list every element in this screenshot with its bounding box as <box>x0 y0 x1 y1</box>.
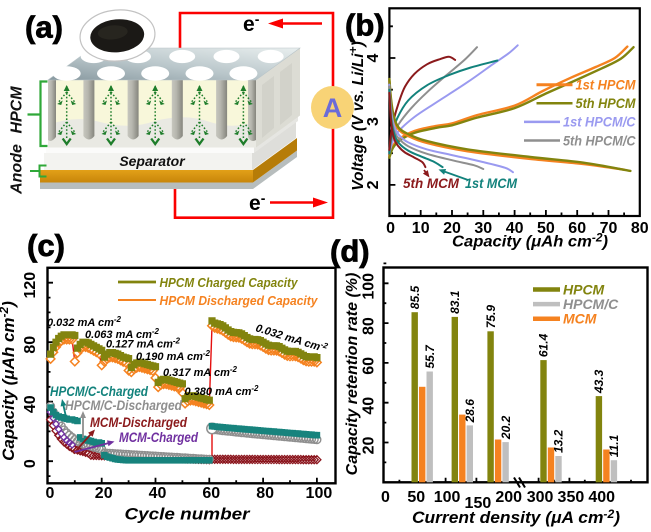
svg-text:0.190 mA cm-2: 0.190 mA cm-2 <box>136 349 211 363</box>
svg-text:0.127 mA cm-2: 0.127 mA cm-2 <box>106 337 181 351</box>
svg-text:HPCM/C-Charged: HPCM/C-Charged <box>50 384 149 399</box>
svg-text:(a): (a) <box>25 10 63 45</box>
svg-text:20: 20 <box>443 220 461 237</box>
svg-text:HPCM/C-Discharged: HPCM/C-Discharged <box>65 398 183 413</box>
svg-text:100: 100 <box>361 273 378 300</box>
svg-text:20: 20 <box>95 485 113 502</box>
svg-text:70: 70 <box>600 220 618 237</box>
svg-text:Cycle number: Cycle number <box>125 506 252 524</box>
svg-text:(d): (d) <box>330 234 370 269</box>
svg-text:150: 150 <box>465 495 492 512</box>
svg-text:HPCM: HPCM <box>9 86 26 134</box>
svg-text:85.5: 85.5 <box>408 286 422 310</box>
svg-text:60: 60 <box>361 357 378 375</box>
svg-text:300: 300 <box>527 489 554 506</box>
svg-text:13.2: 13.2 <box>552 429 566 453</box>
svg-text:50: 50 <box>407 489 425 506</box>
svg-text:40: 40 <box>149 485 167 502</box>
svg-text:Current density (μA cm-2): Current density (μA cm -2) <box>412 509 621 527</box>
svg-text:60: 60 <box>202 485 220 502</box>
svg-text:MCM-Charged: MCM-Charged <box>119 430 199 445</box>
svg-text:Anode: Anode <box>9 144 26 195</box>
svg-text:MCM: MCM <box>563 311 597 327</box>
svg-text:Capacity retention rate (%): Capacity retention rate (%) <box>344 273 361 476</box>
svg-text:55.7: 55.7 <box>423 344 437 369</box>
svg-text:28.6: 28.6 <box>463 399 477 424</box>
svg-text:0.317 mA cm-2: 0.317 mA cm-2 <box>163 365 238 379</box>
svg-text:0.063 mA cm-2: 0.063 mA cm-2 <box>85 327 160 341</box>
svg-text:0: 0 <box>22 459 39 468</box>
svg-text:1st MCM: 1st MCM <box>465 175 517 191</box>
svg-text:350: 350 <box>558 489 585 506</box>
svg-text:1st HPCM/C: 1st HPCM/C <box>563 115 636 130</box>
svg-text:0.380 mA cm-2: 0.380 mA cm-2 <box>185 384 260 398</box>
svg-text:5th MCM: 5th MCM <box>403 175 459 191</box>
svg-text:Separator: Separator <box>119 153 186 169</box>
svg-text:3: 3 <box>365 117 382 126</box>
svg-text:40: 40 <box>361 397 378 415</box>
svg-text:0: 0 <box>45 485 54 502</box>
svg-text:200: 200 <box>495 489 522 506</box>
svg-text:80: 80 <box>256 485 274 502</box>
svg-text:80: 80 <box>22 336 39 354</box>
svg-text:(c): (c) <box>27 228 65 263</box>
svg-text:43.3: 43.3 <box>592 369 606 394</box>
svg-text:HPCM: HPCM <box>563 282 605 298</box>
svg-text:100: 100 <box>434 489 461 506</box>
svg-text:120: 120 <box>22 272 39 299</box>
svg-text:0.032 mA cm-2: 0.032 mA cm-2 <box>47 315 122 329</box>
svg-text:HPCM Discharged Capacity: HPCM Discharged Capacity <box>160 293 319 308</box>
svg-text:80: 80 <box>361 317 378 335</box>
svg-text:1st HPCM: 1st HPCM <box>576 78 637 93</box>
svg-text:40: 40 <box>22 395 39 413</box>
svg-text:0: 0 <box>386 220 395 237</box>
svg-text:HPCM/C: HPCM/C <box>563 296 619 312</box>
svg-text:10: 10 <box>412 220 430 237</box>
svg-text:5th HPCM: 5th HPCM <box>576 96 637 111</box>
svg-text:20: 20 <box>361 437 378 455</box>
svg-text:0: 0 <box>381 489 390 506</box>
svg-text:A: A <box>323 93 343 123</box>
svg-text:2: 2 <box>365 180 382 189</box>
svg-text:(b): (b) <box>345 8 385 43</box>
svg-text:4: 4 <box>365 53 382 62</box>
svg-text:100: 100 <box>306 485 333 502</box>
svg-text:60: 60 <box>568 220 586 237</box>
svg-text:MCM-Discharged: MCM-Discharged <box>90 415 188 430</box>
svg-text:30: 30 <box>474 220 492 237</box>
svg-text:83.1: 83.1 <box>448 290 462 314</box>
svg-text:400: 400 <box>588 489 615 506</box>
svg-text:11.1: 11.1 <box>607 434 621 457</box>
svg-text:75.9: 75.9 <box>484 305 498 329</box>
svg-text:Voltage (V vs. Li/Li+): Voltage (V vs. Li/Li+) <box>346 41 367 190</box>
svg-text:80: 80 <box>631 220 649 237</box>
svg-text:Capacity (μAh cm-2): Capacity (μAh cm-2) <box>0 301 18 461</box>
svg-text:5th HPCM/C: 5th HPCM/C <box>563 133 636 148</box>
svg-text:50: 50 <box>537 220 555 237</box>
svg-text:20.2: 20.2 <box>499 415 513 440</box>
svg-text:61.4: 61.4 <box>537 333 551 357</box>
svg-text:Capacity (μAh cm-2): Capacity (μAh cm-2) <box>452 233 608 251</box>
svg-text:40: 40 <box>506 220 524 237</box>
svg-text:HPCM Charged Capacity: HPCM Charged Capacity <box>160 275 299 290</box>
